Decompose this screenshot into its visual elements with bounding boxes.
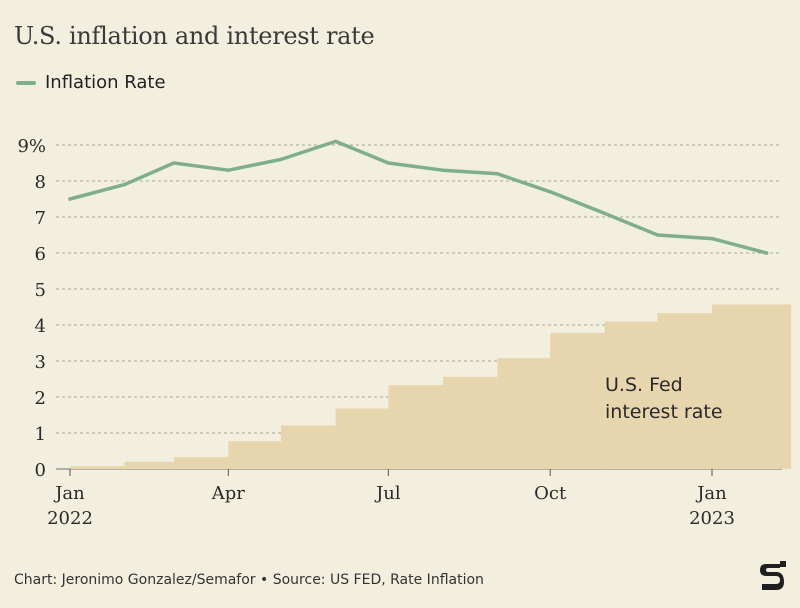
- y-axis-ticks: 0 1 2 3 4 5 6 7 8 9%: [17, 136, 46, 481]
- fed-rate-step: [442, 376, 498, 469]
- x-tick-label: Jul: [374, 483, 401, 504]
- fed-rate-annotation: interest rate: [605, 401, 723, 423]
- fed-rate-step: [335, 408, 389, 469]
- inflation-line-layer: [68, 139, 769, 255]
- chart-plot: 0 1 2 3 4 5 6 7 8 9% Jan 2022 Apr Jul Oct Jan 2023 U.S.…: [17, 136, 792, 529]
- y-tick-label: 9%: [17, 136, 46, 157]
- fed-rate-area-layer: [70, 304, 792, 469]
- inflation-rate-point: [279, 157, 283, 162]
- fed-rate-step: [124, 461, 174, 469]
- x-tick-label: Jan: [53, 483, 85, 504]
- y-tick-label: 8: [35, 172, 46, 193]
- inflation-rate-point: [226, 168, 231, 172]
- legend-swatch-inflation: [16, 80, 36, 85]
- fed-rate-step: [657, 313, 712, 469]
- y-tick-label: 2: [35, 388, 46, 409]
- x-tick-year-label: 2022: [47, 508, 93, 529]
- fed-rate-step: [70, 466, 125, 469]
- inflation-rate-point: [172, 161, 176, 165]
- fed-rate-step: [173, 457, 229, 469]
- inflation-rate-point: [333, 139, 338, 144]
- fed-rate-step: [228, 441, 282, 469]
- x-tick-label: Apr: [211, 483, 246, 504]
- fed-rate-annotation: U.S. Fed: [605, 374, 683, 396]
- inflation-rate-point: [710, 236, 714, 241]
- chart-title: U.S. inflation and interest rate: [14, 22, 375, 50]
- fed-rate-step: [550, 332, 605, 469]
- x-tick-label: Jan: [695, 483, 727, 504]
- y-tick-label: 7: [35, 208, 46, 229]
- x-axis-ticks: Jan 2022 Apr Jul Oct Jan 2023: [47, 469, 735, 529]
- inflation-rate-line: [68, 139, 769, 255]
- y-tick-label: 1: [35, 424, 46, 445]
- inflation-rate-point: [602, 211, 607, 216]
- fed-rate-step: [497, 358, 551, 469]
- legend: Inflation Rate: [16, 72, 166, 93]
- inflation-rate-point: [764, 251, 769, 255]
- annotations: U.S. Fed interest rate: [605, 374, 723, 423]
- y-tick-label: 0: [35, 460, 46, 481]
- legend-label-inflation: Inflation Rate: [45, 72, 166, 93]
- semafor-logo-icon: [760, 561, 786, 590]
- y-tick-label: 4: [35, 316, 46, 337]
- inflation-rate-point: [655, 233, 660, 237]
- inflation-rate-point: [441, 168, 445, 172]
- fed-rate-step: [281, 425, 336, 469]
- source-credit: Chart: Jeronimo Gonzalez/Semafor • Sourc…: [14, 572, 484, 588]
- fed-rate-step: [388, 385, 443, 469]
- y-tick-label: 3: [35, 352, 46, 373]
- y-tick-label: 5: [35, 280, 46, 301]
- fed-rate-step: [712, 304, 792, 469]
- inflation-rate-point: [386, 161, 391, 165]
- x-tick-label: Oct: [534, 483, 567, 504]
- inflation-rate-point: [548, 190, 552, 194]
- fed-rate-step: [604, 321, 658, 469]
- inflation-rate-point: [122, 182, 127, 187]
- inflation-rate-point: [495, 172, 500, 176]
- y-tick-label: 6: [35, 244, 46, 265]
- inflation-rate-point: [68, 197, 72, 201]
- x-tick-year-label: 2023: [689, 508, 735, 529]
